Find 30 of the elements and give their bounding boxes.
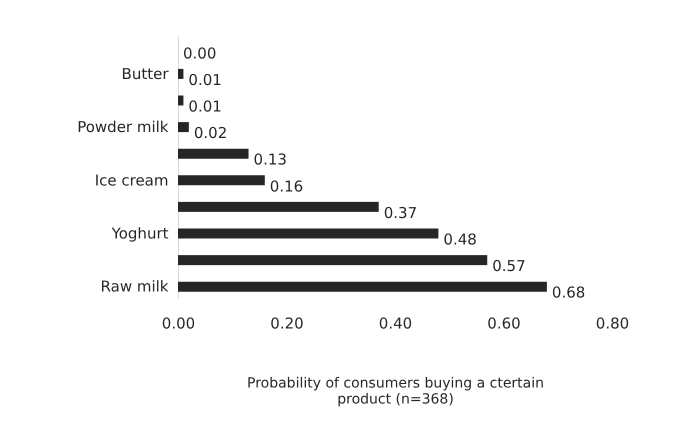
x-tick-label: 0.60 [487,314,521,332]
y-tick-label: Raw milk [100,278,169,296]
bar [178,175,265,186]
y-tick-label: Yoghurt [110,224,169,242]
x-tick-label: 0.00 [162,314,196,332]
bar [178,255,488,266]
bar [178,122,189,132]
bar [178,228,438,238]
y-tick-label: Powder milk [77,118,169,136]
data-label: 0.48 [443,230,477,248]
data-label: 0.01 [188,98,222,116]
bar [178,282,547,292]
data-label: 0.16 [270,177,304,196]
x-tick-label: 0.40 [378,314,412,332]
bar [178,96,184,106]
bar [178,68,184,79]
data-label: 0.00 [183,44,216,62]
data-label: 0.57 [492,257,526,276]
y-tick-label: Butter [122,64,170,83]
data-label: 0.02 [194,124,228,142]
x-tick-label: 0.20 [270,314,304,332]
x-axis-title: Probability of consumers buying a ctertain product (n=368) [246,376,544,408]
bar [178,202,379,212]
data-label: 0.01 [188,70,222,89]
x-tick-label: 0.80 [596,314,630,332]
data-label: 0.68 [552,284,586,302]
y-tick-label: Ice cream [94,171,168,190]
data-label: 0.37 [384,204,418,222]
data-label: 0.13 [254,150,287,169]
bar [178,148,249,159]
